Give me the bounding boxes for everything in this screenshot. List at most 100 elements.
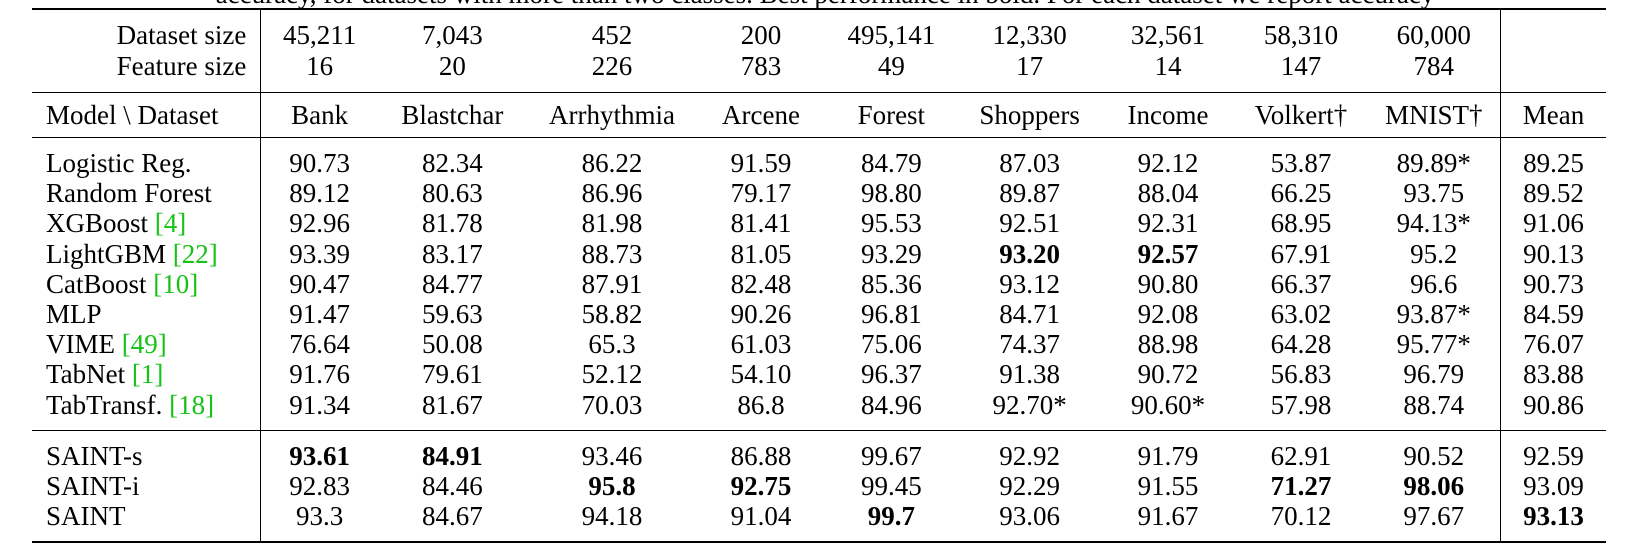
header-corner-label: Model \ Dataset xyxy=(32,92,262,138)
model-name: SAINT xyxy=(46,501,126,532)
mean-score-cell: 90.73 xyxy=(1500,268,1606,300)
model-name-cell: Random Forest xyxy=(32,178,262,209)
citation-link[interactable]: [1] xyxy=(131,359,164,390)
score-cell: 84.91 xyxy=(377,429,527,472)
model-row: XGBoost [4] 92.96 81.78 81.98 81.41 95.53 92.5… xyxy=(32,208,1606,239)
model-name-cell: CatBoost [10] xyxy=(32,268,262,300)
score-cell: 85.36 xyxy=(860,268,922,299)
score-cell: 74.37 xyxy=(999,329,1061,360)
score-cell: 81.78 xyxy=(421,208,483,239)
score-cell: 98.80 xyxy=(860,178,922,209)
meta-mean-cell xyxy=(1500,51,1606,93)
score-cell: 84.71 xyxy=(999,299,1061,330)
score-cell: 93.20 xyxy=(999,238,1061,269)
model-name: VIME xyxy=(46,329,122,360)
header-dataset-name: Bank xyxy=(260,92,378,138)
model-name: TabTransf. xyxy=(46,389,170,420)
model-name-cell: Logistic Reg. xyxy=(32,137,262,179)
model-name-cell: TabTransf. [18] xyxy=(32,389,262,431)
citation-link[interactable]: [10] xyxy=(153,268,199,299)
model-name: SAINT-i xyxy=(46,471,140,502)
score-cell: 88.04 xyxy=(1137,178,1199,209)
score-cell: 95.77* xyxy=(1396,329,1471,360)
model-row: Logistic Reg. 90.73 82.34 86.22 91.59 84.79 87… xyxy=(32,137,1606,179)
score-cell: 88.73 xyxy=(581,238,643,269)
model-name-cell: VIME [49] xyxy=(32,329,262,360)
model-name: TabNet xyxy=(46,359,132,390)
meta-cell: 60,000 xyxy=(1367,8,1501,51)
meta-cell: 783 xyxy=(740,51,782,81)
score-cell: 95.2 xyxy=(1410,238,1458,269)
meta-row: Feature size 16 20 226 783 49 17 14 147 784 xyxy=(32,51,1606,93)
score-cell: 70.12 xyxy=(1234,501,1368,544)
meta-cell: 32,561 xyxy=(1101,8,1235,51)
score-cell: 96.79 xyxy=(1403,359,1465,390)
score-cell: 93.75 xyxy=(1403,178,1465,209)
results-table: Dataset size 45,211 7,043 452 200 495,141 12,3… xyxy=(32,8,1606,544)
citation-link[interactable]: [49] xyxy=(121,329,167,360)
mean-score-cell: 93.13 xyxy=(1500,501,1606,544)
meta-cell: 226 xyxy=(591,51,633,81)
score-cell: 84.77 xyxy=(421,268,483,299)
model-row: Random Forest 89.12 80.63 86.96 79.17 98.80 89… xyxy=(32,178,1606,209)
score-cell: 93.12 xyxy=(999,268,1061,299)
citation-link[interactable]: [18] xyxy=(169,389,215,420)
citation-link[interactable]: [22] xyxy=(172,238,218,269)
meta-cell: 45,211 xyxy=(260,8,378,51)
model-row: LightGBM [22] 93.39 83.17 88.73 81.05 93.29 93… xyxy=(32,238,1606,269)
score-cell: 65.3 xyxy=(588,329,636,360)
score-cell: 94.18 xyxy=(526,501,698,544)
score-cell: 80.63 xyxy=(421,178,483,209)
header-dataset-name: Income xyxy=(1101,92,1235,138)
score-cell: 93.29 xyxy=(860,238,922,269)
meta-cell: 147 xyxy=(1280,51,1322,81)
header-dataset-name: Arrhythmia xyxy=(526,92,698,138)
score-cell: 90.60* xyxy=(1130,389,1206,420)
score-cell: 93.06 xyxy=(957,501,1102,544)
score-cell: 96.81 xyxy=(860,299,922,330)
score-cell: 87.91 xyxy=(581,268,643,299)
score-cell: 99.67 xyxy=(824,429,958,472)
model-row: MLP 91.47 59.63 58.82 90.26 96.81 84.71 92.08 63… xyxy=(32,299,1606,330)
results-table-container: Dataset size 45,211 7,043 452 200 495,141 12,3… xyxy=(32,8,1606,544)
score-cell: 92.31 xyxy=(1137,208,1199,239)
score-cell: 90.52 xyxy=(1367,429,1501,472)
model-name-cell: SAINT-i xyxy=(32,471,262,502)
score-cell: 96.37 xyxy=(860,359,922,390)
score-cell: 84.96 xyxy=(860,389,922,420)
score-cell: 92.96 xyxy=(289,208,350,239)
score-cell: 68.95 xyxy=(1270,208,1332,239)
score-cell: 79.61 xyxy=(421,359,483,390)
score-cell: 62.91 xyxy=(1234,429,1368,472)
mean-score-cell: 92.59 xyxy=(1500,429,1606,472)
meta-cell: 16 xyxy=(306,51,334,81)
meta-row-label: Feature size xyxy=(32,51,262,93)
meta-cell: 17 xyxy=(1016,51,1044,81)
mean-score-cell: 91.06 xyxy=(1500,208,1606,239)
meta-cell: 49 xyxy=(877,51,905,81)
score-cell: 86.96 xyxy=(581,178,643,209)
meta-row: Dataset size 45,211 7,043 452 200 495,141 12,3… xyxy=(32,8,1606,51)
score-cell: 92.29 xyxy=(999,471,1061,502)
score-cell: 89.87 xyxy=(999,178,1061,209)
score-cell: 93.61 xyxy=(260,429,378,472)
mean-score-cell: 84.59 xyxy=(1500,299,1606,330)
score-cell: 71.27 xyxy=(1270,471,1332,502)
score-cell: 81.67 xyxy=(421,389,483,420)
score-cell: 97.67 xyxy=(1367,501,1501,544)
citation-link[interactable]: [4] xyxy=(154,208,187,239)
header-dataset-name: Blastchar xyxy=(377,92,527,138)
meta-cell: 495,141 xyxy=(824,8,958,51)
score-cell: 63.02 xyxy=(1270,299,1332,330)
table-caption-fragment: accuracy, for datasets with more than tw… xyxy=(0,0,1650,8)
model-row: TabNet [1] 91.76 79.61 52.12 54.10 96.37 91.38… xyxy=(32,359,1606,390)
model-row: SAINT 93.3 84.67 94.18 91.04 99.7 93.06 91.67 70… xyxy=(32,501,1606,544)
model-row: TabTransf. [18] 91.34 81.67 70.03 86.8 84.96 9… xyxy=(32,389,1606,431)
mean-score-cell: 76.07 xyxy=(1500,329,1606,360)
model-name: SAINT-s xyxy=(46,440,143,471)
model-name: XGBoost xyxy=(46,208,155,239)
meta-cell: 58,310 xyxy=(1234,8,1368,51)
score-cell: 64.28 xyxy=(1270,329,1332,360)
score-cell: 91.59 xyxy=(697,137,825,179)
score-cell: 75.06 xyxy=(860,329,922,360)
